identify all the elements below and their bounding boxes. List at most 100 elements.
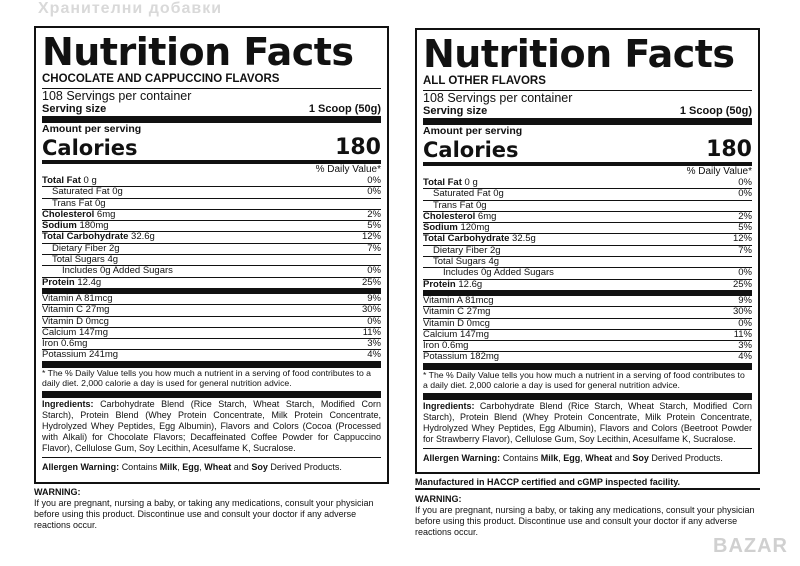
flavor-label: CHOCOLATE AND CAPPUCCINO FLAVORS bbox=[42, 73, 280, 85]
nutrient-daily-value: 4% bbox=[738, 351, 752, 363]
nutrient-daily-value: 30% bbox=[361, 304, 381, 316]
nutrient-amount: 0g bbox=[112, 186, 123, 198]
nutrient-amount: 0.6mg bbox=[442, 340, 469, 352]
nutrient-amount: 12.4g bbox=[77, 276, 102, 288]
nutrient-amount: 2g bbox=[109, 242, 120, 254]
nutrient-name: Trans Fat bbox=[52, 197, 93, 209]
nutrient-name: Potassium bbox=[423, 351, 468, 363]
servings-count: 108 Servings per container bbox=[423, 91, 573, 105]
nutrient-amount: 0.6mg bbox=[61, 338, 88, 350]
nutrient-row: Protein 12.6g 25% bbox=[423, 278, 752, 295]
nutrient-amount: 0g bbox=[475, 199, 487, 211]
nutrition-panel-other: Nutrition Facts ALL OTHER FLAVORS 108 Se… bbox=[415, 28, 760, 474]
nutrient-name: Trans Fat bbox=[433, 199, 474, 211]
nutrient-amount: 32.6g bbox=[131, 231, 155, 243]
nutrient-row: Sodium 120mg 5% bbox=[423, 222, 752, 233]
nutrient-list: Total Fat 0 g 0% Saturated Fat 0g 0% Trans F… bbox=[42, 175, 381, 361]
serving-size-row: Serving size 1 Scoop (50g) bbox=[42, 103, 381, 115]
nutrient-name: Calcium bbox=[42, 326, 77, 338]
nutrient-amount: 241mg bbox=[89, 349, 119, 361]
nutrient-daily-value: 7% bbox=[738, 244, 752, 256]
servings-count: 108 Servings per container bbox=[42, 89, 192, 103]
nutrient-row: Cholesterol 6mg 2% bbox=[423, 210, 752, 222]
nutrient-amount: 2g bbox=[490, 244, 501, 256]
nutrient-row: Dietary Fiber 2g 7% bbox=[423, 244, 752, 256]
nutrient-name: Total Carbohydrate bbox=[42, 231, 129, 243]
nutrient-row: Protein 12.4g 25% bbox=[42, 276, 381, 293]
nutrient-amount: 81mcg bbox=[465, 294, 494, 306]
nutrient-row: Potassium 182mg 4% bbox=[423, 351, 752, 362]
nutrient-row: Saturated Fat 0g 0% bbox=[42, 186, 381, 197]
nutrient-row: Cholesterol 6mg 2% bbox=[42, 208, 381, 220]
nutrient-row: Total Fat 0 g 0% bbox=[42, 175, 381, 186]
manufacturing-note: Manufactured in HACCP certified and cGMP… bbox=[415, 476, 760, 490]
nutrient-name: Dietary Fiber bbox=[433, 244, 488, 256]
allergen-warning: Allergen Warning: Contains Milk, Egg, Wh… bbox=[423, 452, 723, 463]
warning-block-2: WARNING: If you are pregnant, nursing a … bbox=[415, 494, 755, 537]
nutrient-row: Saturated Fat 0g 0% bbox=[423, 188, 752, 199]
nutrient-daily-value: 0% bbox=[738, 267, 752, 279]
warning-block-1: WARNING: If you are pregnant, nursing a … bbox=[34, 487, 374, 530]
nutrient-amount: 6mg bbox=[477, 210, 497, 222]
nutrient-daily-value: 4% bbox=[367, 349, 381, 361]
nutrient-name: Includes 0g Added Sugars bbox=[443, 267, 554, 279]
nutrient-daily-value: 0% bbox=[738, 177, 752, 188]
watermark-text: Хранителни добавки bbox=[38, 0, 223, 17]
calories-row: Calories 180 bbox=[42, 135, 381, 161]
nutrient-row: Vitamin D 0mcg 0% bbox=[42, 315, 381, 327]
amount-per-serving: Amount per serving bbox=[42, 123, 142, 135]
panel-title: Nutrition Facts bbox=[42, 30, 354, 74]
nutrient-amount: 182mg bbox=[470, 351, 500, 363]
nutrient-name: Saturated Fat bbox=[433, 188, 491, 200]
nutrient-list: Total Fat 0 g 0% Saturated Fat 0g 0% Trans F… bbox=[423, 177, 752, 363]
nutrient-row: Includes 0g Added Sugars 0% bbox=[423, 267, 752, 278]
nutrient-daily-value: 7% bbox=[367, 242, 381, 254]
nutrient-amount: 6mg bbox=[96, 208, 116, 220]
nutrient-name: Dietary Fiber bbox=[52, 242, 107, 254]
nutrient-daily-value: 0% bbox=[367, 315, 381, 327]
calories-row: Calories 180 bbox=[423, 137, 752, 163]
nutrient-row: Sodium 180mg 5% bbox=[42, 220, 381, 231]
nutrient-daily-value: 0% bbox=[367, 186, 381, 198]
nutrient-name: Cholesterol bbox=[423, 210, 476, 222]
nutrient-name: Sodium bbox=[423, 222, 458, 234]
nutrient-name: Protein bbox=[42, 276, 75, 288]
nutrient-row: Vitamin C 27mg 30% bbox=[42, 304, 381, 315]
daily-value-footnote: * The % Daily Value tells you how much a… bbox=[423, 369, 745, 391]
nutrient-amount: 0mcg bbox=[466, 317, 490, 329]
nutrient-name: Total Fat bbox=[42, 175, 81, 186]
nutrient-daily-value: 9% bbox=[367, 292, 381, 304]
nutrient-daily-value: 3% bbox=[738, 340, 752, 352]
nutrient-daily-value: 25% bbox=[732, 278, 752, 290]
nutrient-amount: 27mg bbox=[85, 304, 110, 316]
nutrient-daily-value: 0% bbox=[367, 265, 381, 277]
nutrient-daily-value: 30% bbox=[732, 306, 752, 318]
nutrient-row: Potassium 241mg 4% bbox=[42, 349, 381, 360]
nutrient-amount: 32.5g bbox=[512, 233, 536, 245]
nutrient-row: Iron 0.6mg 3% bbox=[423, 340, 752, 351]
nutrient-row: Total Carbohydrate 32.5g 12% bbox=[423, 233, 752, 244]
nutrient-amount: 4g bbox=[488, 256, 500, 268]
nutrient-row: Dietary Fiber 2g 7% bbox=[42, 242, 381, 254]
serving-size-row: Serving size 1 Scoop (50g) bbox=[423, 105, 752, 117]
ingredients-text: Ingredients: Carbohydrate Blend (Rice St… bbox=[423, 400, 752, 444]
nutrient-daily-value: 12% bbox=[361, 231, 381, 243]
nutrient-row: Calcium 147mg 11% bbox=[42, 326, 381, 338]
nutrient-amount: 27mg bbox=[466, 306, 491, 318]
nutrient-name: Potassium bbox=[42, 349, 87, 361]
nutrient-daily-value: 5% bbox=[738, 222, 752, 234]
daily-value-header: % Daily Value* bbox=[686, 166, 752, 177]
nutrient-amount: 0g bbox=[94, 197, 106, 209]
panel-title: Nutrition Facts bbox=[423, 32, 735, 76]
nutrient-row: Total Carbohydrate 32.6g 12% bbox=[42, 231, 381, 242]
nutrient-daily-value: 5% bbox=[367, 220, 381, 232]
amount-per-serving: Amount per serving bbox=[423, 125, 523, 137]
nutrient-name: Includes 0g Added Sugars bbox=[62, 265, 173, 277]
nutrient-name: Vitamin A bbox=[423, 294, 463, 306]
nutrient-daily-value: 0% bbox=[738, 188, 752, 200]
nutrient-daily-value: 25% bbox=[361, 276, 381, 288]
nutrient-amount: 81mcg bbox=[84, 292, 113, 304]
nutrient-name: Iron bbox=[42, 338, 59, 350]
nutrient-amount: 147mg bbox=[78, 326, 109, 338]
nutrient-daily-value: 9% bbox=[738, 294, 752, 306]
